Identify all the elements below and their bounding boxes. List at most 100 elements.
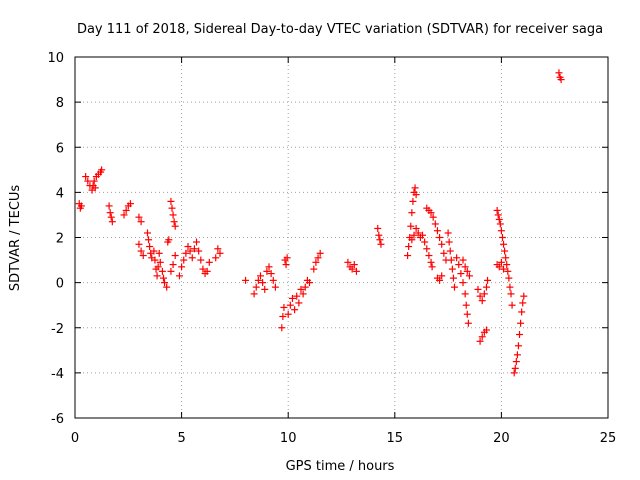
data-point-marker [348,265,356,273]
data-point-marker [476,292,484,300]
data-point-marker [495,215,503,223]
data-point-marker [494,211,502,219]
data-point-marker [497,227,505,235]
data-point-marker [167,267,175,275]
data-point-marker [184,243,192,251]
data-point-marker [197,256,205,264]
data-point-marker [284,310,292,318]
data-point-marker [459,279,467,287]
data-point-marker [427,258,435,266]
data-point-marker [421,238,429,246]
data-point-marker [453,254,461,262]
data-point-marker [511,364,519,372]
data-point-marker [178,263,186,271]
data-point-marker [510,369,518,377]
data-point-marker [444,229,452,237]
data-point-marker [495,263,503,271]
data-point-marker [163,283,171,291]
data-point-marker [478,297,486,305]
data-point-marker [449,274,457,282]
data-point-marker [278,324,286,332]
data-point-marker [461,263,469,271]
data-point-marker [555,69,563,77]
data-point-marker [288,294,296,302]
data-point-marker [199,265,207,273]
data-point-marker [153,272,161,280]
data-point-marker [122,206,130,214]
data-point-marker [168,204,176,212]
data-point-marker [180,256,188,264]
data-point-marker [280,303,288,311]
data-point-marker [310,265,318,273]
x-tick-label: 15 [387,431,404,446]
data-point-marker [446,247,454,255]
data-point-marker [316,249,324,257]
data-point-marker [433,227,441,235]
x-tick-label: 10 [280,431,297,446]
y-tick-label: -4 [51,367,64,382]
data-point-marker [557,76,565,84]
data-point-marker [516,331,524,339]
y-tick-label: 2 [56,232,64,247]
data-point-marker [429,213,437,221]
data-point-marker [171,222,179,230]
axis-ticks: 0 5 10 15 20 25 -6 -4 -2 0 2 4 6 8 10 [47,51,616,446]
data-point-marker [412,224,420,232]
data-point-marker [506,283,514,291]
data-point-marker [242,276,250,284]
data-point-marker [408,236,416,244]
data-point-marker [410,231,418,239]
data-point-marker [269,276,277,284]
data-point-marker [344,258,352,266]
data-point-marker [512,358,520,366]
data-point-marker [135,240,143,248]
data-point-marker [478,333,486,341]
data-point-marker [263,267,271,275]
grid-lines [75,57,608,418]
data-point-marker [425,252,433,260]
data-point-marker [498,234,506,241]
data-point-marker [261,285,269,293]
y-tick-label: -6 [51,412,64,427]
data-point-marker [254,276,262,284]
data-point-marker [182,249,190,257]
data-point-marker [267,270,275,278]
data-point-marker [448,265,456,273]
data-point-marker [459,256,467,264]
data-point-marker [408,209,416,217]
data-point-marker [91,184,99,192]
data-point-marker [170,218,178,226]
data-point-marker [212,254,220,262]
data-point-marker [169,261,177,269]
data-point-marker [513,351,521,359]
data-point-marker [496,220,504,228]
data-point-marker [259,279,267,287]
y-tick-label: 4 [56,186,64,201]
data-point-marker [214,245,222,253]
data-point-marker [514,342,522,350]
data-point-marker [216,249,224,257]
data-point-marker [175,272,183,280]
data-point-marker [404,252,412,260]
data-point-marker [409,197,417,205]
data-point-marker [143,229,151,237]
data-point-marker [463,310,471,318]
x-tick-label: 25 [600,431,617,446]
data-point-marker [286,301,294,309]
data-point-marker [507,290,515,298]
data-point-marker [517,319,525,327]
data-point-marker [107,213,115,221]
data-point-marker [445,238,453,246]
data-point-marker [519,299,527,307]
data-point-marker [169,211,177,219]
data-point-marker [431,220,439,228]
data-point-marker [505,274,513,282]
data-point-marker [497,258,505,266]
data-point-marker [419,231,427,239]
data-point-marker [352,267,360,275]
data-point-marker [414,229,422,237]
data-point-marker [105,202,113,210]
data-point-marker [450,283,458,291]
data-point-marker [195,247,203,255]
